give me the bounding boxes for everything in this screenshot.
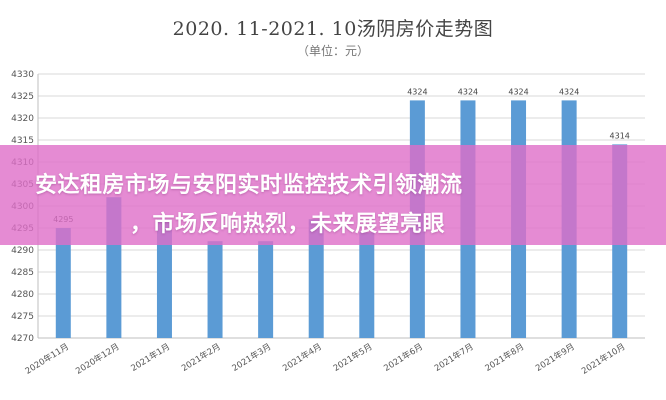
- y-tick-label: 4320: [11, 114, 34, 124]
- x-tick-label: 2021年9月: [534, 341, 577, 374]
- y-tick-label: 4325: [11, 92, 34, 102]
- x-tick-label: 2021年4月: [281, 341, 324, 374]
- x-tick-label: 2021年10月: [580, 341, 628, 377]
- x-tick-label: 2021年2月: [179, 341, 222, 374]
- chart-title: 2020. 11-2021. 10汤阴房价走势图: [172, 18, 494, 40]
- data-label: 4324: [458, 87, 478, 96]
- x-tick-label: 2021年1月: [129, 341, 172, 374]
- y-tick-label: 4290: [11, 246, 34, 256]
- chart-subtitle: （单位：元）: [296, 44, 369, 58]
- headline-banner: 安达租房市场与安阳实时监控技术引领潮流 ，市场反响热烈，未来展望亮眼: [0, 145, 666, 245]
- bar: [308, 219, 324, 338]
- x-tick-label: 2021年3月: [230, 341, 273, 374]
- x-tick-label: 2021年5月: [331, 341, 374, 374]
- y-tick-label: 4275: [11, 312, 34, 322]
- headline-line-2: ，市场反响热烈，未来展望亮眼: [130, 212, 446, 237]
- data-label: 4324: [407, 87, 427, 96]
- bar: [55, 228, 71, 338]
- bar: [258, 241, 274, 338]
- y-tick-label: 4330: [11, 70, 34, 80]
- x-tick-label: 2021年7月: [432, 341, 475, 374]
- bar: [207, 241, 223, 338]
- data-label: 4314: [610, 131, 630, 140]
- x-tick-label: 2021年8月: [483, 341, 526, 374]
- y-tick-label: 4315: [11, 136, 34, 146]
- y-tick-label: 4285: [11, 268, 34, 278]
- data-label: 4324: [508, 87, 528, 96]
- bar: [359, 232, 375, 338]
- data-label: 4324: [559, 87, 579, 96]
- x-tick-label: 2020年11月: [23, 341, 71, 377]
- x-tick-label: 2021年6月: [382, 341, 425, 374]
- headline-line-1: 安达租房市场与安阳实时监控技术引领潮流: [35, 173, 463, 198]
- y-tick-label: 4280: [11, 290, 34, 300]
- bar: [156, 219, 172, 338]
- x-tick-label: 2020年12月: [74, 341, 122, 377]
- y-tick-label: 4270: [11, 334, 34, 344]
